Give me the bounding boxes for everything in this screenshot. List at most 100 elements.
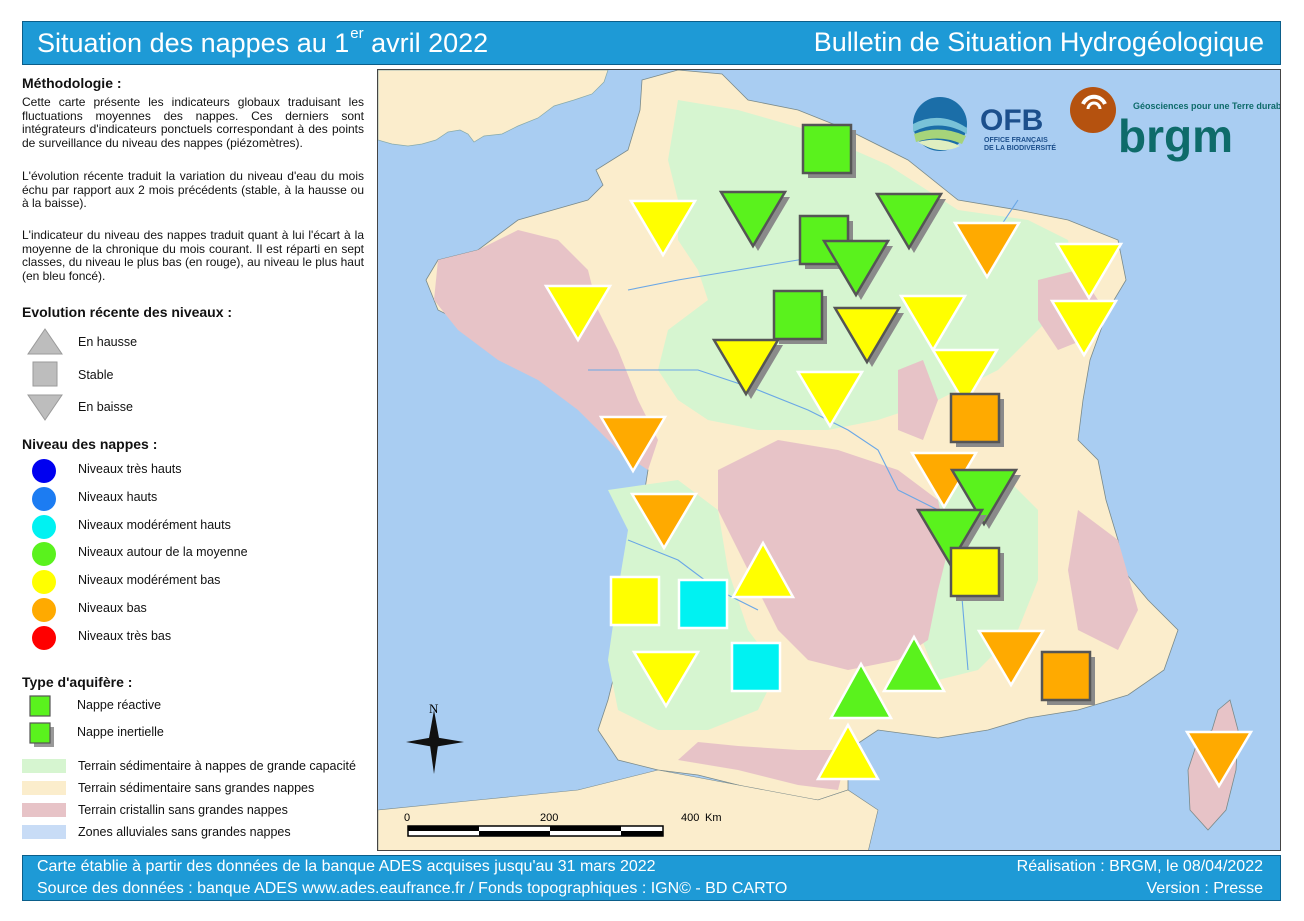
falling-triangle-icon-yellow [711, 338, 783, 399]
evolution-title: Evolution récente des niveaux : [22, 304, 233, 320]
title-superscript: er [350, 25, 364, 42]
footer-data-source-note: Carte établie à partir des données de la… [37, 858, 656, 875]
pyrenees [678, 742, 848, 790]
legend-level-item: Niveaux très hauts [22, 459, 368, 483]
symbol-fill [711, 338, 781, 397]
symbol-fill [1054, 242, 1124, 301]
falling-triangle-icon-yellow [832, 306, 904, 367]
legend-terrain-item: Zones alluviales sans grandes nappes [22, 822, 368, 844]
aquifer-title: Type d'aquifère : [22, 674, 133, 690]
scale-label-400: 400 [681, 812, 699, 824]
stable-square-icon-green [801, 123, 856, 178]
falling-triangle-icon-yellow [631, 650, 701, 709]
symbol-fill [609, 575, 661, 627]
symbol-fill [801, 123, 853, 175]
symbol-fill [881, 634, 947, 693]
triangle-down-icon [27, 394, 63, 421]
falling-triangle-icon-yellow [1054, 242, 1124, 301]
symbol-fill [828, 661, 894, 720]
symbol-fill [628, 199, 698, 258]
uk-coast [378, 70, 609, 147]
stable-square-icon-orange [1040, 650, 1095, 705]
falling-triangle-icon-yellow [930, 348, 1000, 407]
ofb-line-1: OFFICE FRANÇAIS [984, 137, 1048, 144]
symbol-fill [1049, 299, 1119, 358]
inertial-square-icon [29, 722, 54, 747]
north-arrow-icon [406, 710, 464, 774]
level-color-dot-icon [32, 598, 56, 622]
morvan [898, 360, 938, 440]
stable-square-icon-cyan [677, 578, 729, 630]
indicator-symbols [543, 123, 1254, 789]
falling-triangle-icon-green [874, 192, 946, 253]
symbol-fill [629, 492, 699, 551]
falling-triangle-icon-orange [598, 415, 668, 474]
falling-triangle-icon-orange [976, 629, 1046, 688]
symbol-fill [949, 546, 1001, 598]
stable-square-icon-green [772, 289, 827, 344]
legend-terrain-item: Terrain sédimentaire sans grandes nappes [22, 778, 368, 800]
symbol-fill [677, 578, 729, 630]
falling-triangle-icon-yellow [628, 199, 698, 258]
terrain-swatch [22, 803, 66, 817]
stable-square-icon-cyan [730, 641, 782, 693]
scale-label-0: 0 [404, 812, 410, 824]
methodology-paragraph-2: L'évolution récente traduit la variation… [22, 169, 364, 211]
triangle-up-icon [27, 328, 63, 355]
bulletin-subtitle: Bulletin de Situation Hydrogéologique [813, 27, 1264, 57]
symbol-fill [976, 629, 1046, 688]
rising-triangle-icon-yellow [730, 540, 796, 599]
falling-triangle-icon-yellow [1049, 299, 1119, 358]
symbol-fill [930, 348, 1000, 407]
stable-square-icon-orange [949, 392, 1004, 447]
falling-triangle-icon-yellow [898, 294, 968, 353]
legend-terrain-item: Terrain sédimentaire à nappes de grande … [22, 756, 368, 778]
symbol-fill [730, 540, 796, 599]
falling-triangle-icon-yellow [543, 284, 613, 343]
symbol-fill [1184, 730, 1254, 789]
terrain-swatch [22, 781, 66, 795]
falling-triangle-icon-orange [952, 221, 1022, 280]
symbol-fill [898, 294, 968, 353]
symbol-fill [1040, 650, 1092, 702]
methodology-paragraph-3: L'indicateur du niveau des nappes tradui… [22, 228, 364, 283]
falling-triangle-icon-orange [1184, 730, 1254, 789]
title-date: avril 2022 [363, 28, 489, 58]
level-title: Niveau des nappes : [22, 436, 158, 452]
stable-square-icon-yellow [949, 546, 1004, 601]
map-frame: N 0 200 400 Km OFB OFFICE FRANÇAIS DE LA… [377, 69, 1281, 851]
massif-central [718, 440, 948, 670]
ofb-wordmark: OFB [980, 104, 1043, 137]
rising-triangle-icon-green [828, 661, 894, 720]
footer-production-credit: Réalisation : BRGM, le 08/04/2022 [1016, 858, 1263, 875]
level-color-dot-icon [32, 625, 56, 650]
symbol-fill [772, 289, 824, 341]
falling-triangle-icon-green [821, 239, 893, 300]
rising-triangle-icon-yellow [815, 722, 881, 781]
brgm-tagline: Géosciences pour une Terre durable [1133, 101, 1281, 111]
ofb-logo [913, 97, 967, 151]
falling-triangle-icon-orange [629, 492, 699, 551]
level-color-dot-icon [32, 570, 56, 595]
legend-level-item: Niveaux modérément bas [22, 570, 368, 595]
symbol-fill [874, 192, 944, 251]
scale-bar [407, 825, 664, 837]
falling-triangle-icon-green [949, 468, 1021, 529]
legend-level-item: Niveaux très bas [22, 625, 368, 650]
legend-aquifer-inertial: Nappe inertielle [22, 722, 368, 747]
brittany-massif [434, 230, 658, 470]
level-color-dot-icon [32, 459, 56, 483]
terrain-swatch [22, 825, 66, 839]
footer-bar: Carte établie à partir des données de la… [22, 855, 1281, 901]
symbol-fill [915, 508, 985, 567]
level-color-dot-icon [32, 514, 56, 539]
brgm-emblem [1070, 87, 1116, 133]
header-bar: Situation des nappes au 1er avril 2022 B… [22, 21, 1281, 65]
symbol-fill [718, 190, 788, 249]
north-label: N [429, 701, 439, 716]
legend-evolution-falling: En baisse [22, 394, 368, 421]
legend-terrain-item: Terrain cristallin sans grandes nappes [22, 800, 368, 822]
level-color-dot-icon [32, 486, 56, 511]
stable-square-icon-yellow [609, 575, 661, 627]
symbol-fill [832, 306, 902, 365]
